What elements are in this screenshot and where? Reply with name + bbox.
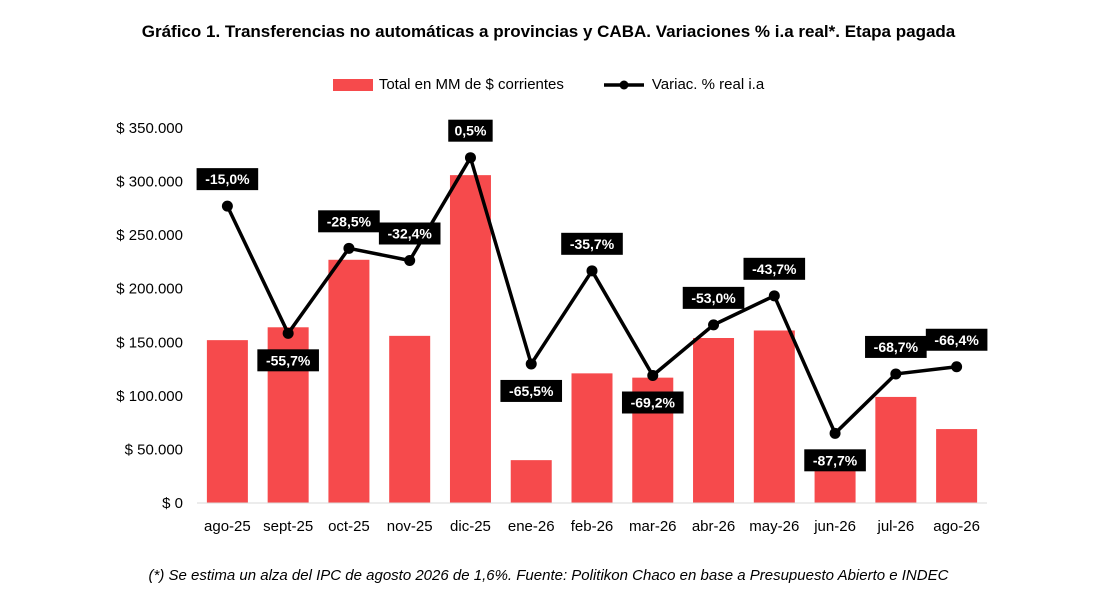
legend-bar-swatch xyxy=(332,78,373,91)
bar xyxy=(389,335,431,503)
line-point xyxy=(343,242,355,254)
x-tick-label: oct-25 xyxy=(328,518,370,535)
data-label-box xyxy=(378,222,441,245)
data-label: -68,7% xyxy=(874,339,919,355)
line-point xyxy=(890,368,902,380)
data-label-box xyxy=(743,257,806,280)
data-label-box xyxy=(500,379,563,402)
x-tick-label: may-26 xyxy=(749,518,799,535)
line-point xyxy=(525,358,537,370)
data-label: -28,5% xyxy=(327,213,372,229)
data-label-box xyxy=(318,210,380,233)
line-point xyxy=(586,265,598,277)
line-point xyxy=(221,200,233,212)
y-tick-label: $ 350.000 xyxy=(116,120,183,137)
bar xyxy=(449,175,491,503)
data-label: -15,0% xyxy=(205,171,250,187)
bar xyxy=(875,396,917,503)
data-label-box xyxy=(561,232,623,255)
data-label: -66,4% xyxy=(934,332,979,348)
data-label: -32,4% xyxy=(388,226,433,242)
x-tick-label: dic-25 xyxy=(450,518,491,535)
y-tick-label: $ 250.000 xyxy=(116,227,183,244)
bar xyxy=(571,373,613,503)
x-tick-label: mar-26 xyxy=(629,518,677,535)
data-label: -55,7% xyxy=(266,352,311,368)
bar xyxy=(510,460,552,503)
x-tick-label: feb-26 xyxy=(571,518,614,535)
data-label-box xyxy=(925,328,988,351)
bar xyxy=(753,330,795,503)
y-tick-label: $ 150.000 xyxy=(116,334,183,351)
legend-item-line: Variac. % real i.a xyxy=(602,76,764,93)
y-tick-label: $ 0 xyxy=(162,495,183,512)
bar xyxy=(206,340,248,503)
y-tick-label: $ 100.000 xyxy=(116,388,183,405)
line-point xyxy=(708,319,720,331)
x-tick-label: ago-25 xyxy=(204,518,251,535)
x-tick-label: jun-26 xyxy=(813,518,856,535)
data-label: -53,0% xyxy=(691,290,736,306)
data-label: -43,7% xyxy=(752,261,797,277)
x-tick-label: ene-26 xyxy=(508,518,555,535)
chart-title: Gráfico 1. Transferencias no automáticas… xyxy=(141,22,956,41)
data-label-box xyxy=(196,168,259,191)
x-tick-label: sept-25 xyxy=(263,518,313,535)
data-label-box xyxy=(804,449,866,472)
y-tick-label: $ 200.000 xyxy=(116,281,183,298)
data-label: -65,5% xyxy=(509,383,554,399)
legend-item-bars: Total en MM de $ corrientes xyxy=(332,76,564,93)
data-label-box xyxy=(865,335,927,358)
bar xyxy=(936,429,978,503)
line-point xyxy=(404,255,416,266)
chart-footnote: (*) Se estima un alza del IPC de agosto … xyxy=(148,567,949,584)
x-tick-label: nov-25 xyxy=(387,518,433,535)
data-label-box xyxy=(682,286,745,309)
x-tick-label: abr-26 xyxy=(692,518,735,535)
data-label: 0,5% xyxy=(455,123,487,139)
legend-line-swatch xyxy=(603,80,644,89)
data-label: -87,7% xyxy=(813,452,858,468)
line-point xyxy=(829,427,841,439)
bar xyxy=(693,338,735,503)
line-point xyxy=(768,290,780,302)
line-point xyxy=(951,361,963,373)
line-point xyxy=(282,327,294,339)
line-point xyxy=(464,152,476,164)
bar xyxy=(328,259,370,503)
chart-legend: Total en MM de $ corrientes Variac. % re… xyxy=(0,76,1097,93)
x-tick-label: jul-26 xyxy=(877,518,915,535)
data-label-box xyxy=(257,349,319,372)
y-tick-label: $ 300.000 xyxy=(116,174,183,191)
legend-line-label: Variac. % real i.a xyxy=(651,76,765,93)
y-tick-label: $ 50.000 xyxy=(125,441,183,458)
line-point xyxy=(647,370,659,381)
data-label-box xyxy=(448,119,493,142)
x-tick-label: ago-26 xyxy=(933,518,980,535)
data-label-box xyxy=(621,391,684,414)
legend-bar-label: Total en MM de $ corrientes xyxy=(378,76,564,93)
data-label: -69,2% xyxy=(631,395,676,411)
data-label: -35,7% xyxy=(570,236,615,252)
